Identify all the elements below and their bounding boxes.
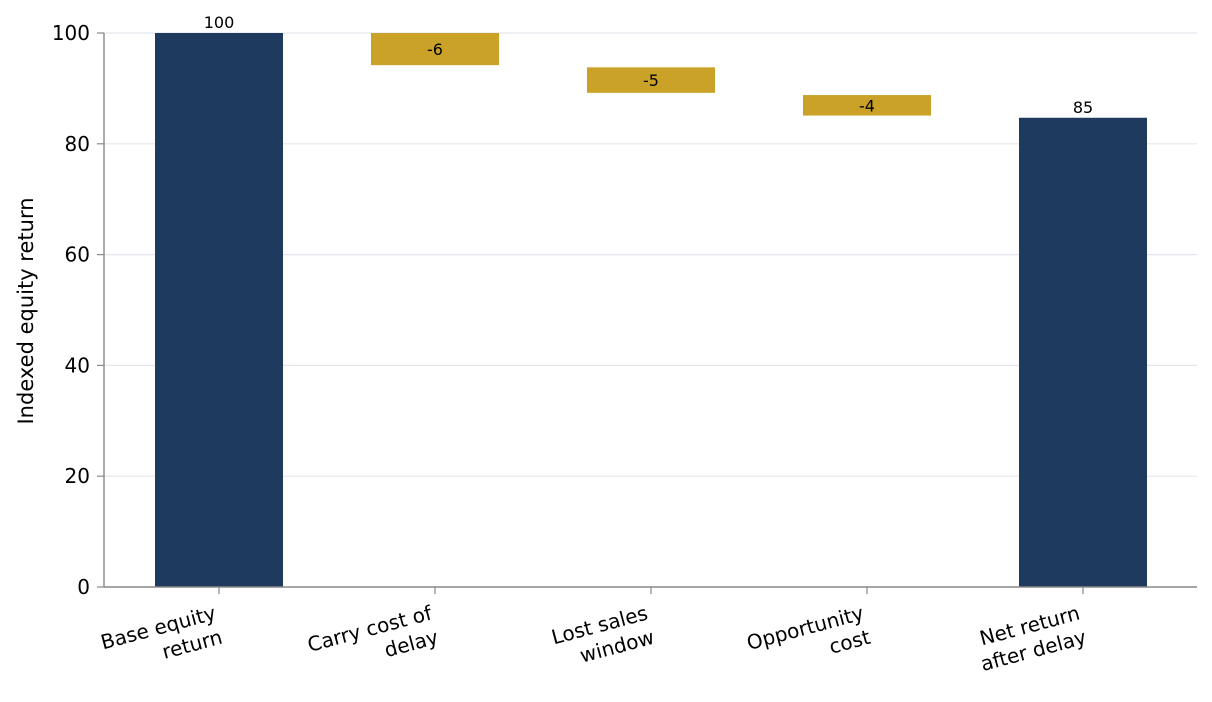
y-tick-label: 60 (65, 243, 90, 267)
bar-delta (803, 95, 931, 116)
y-tick-label: 20 (65, 464, 90, 488)
x-tick-label: Net returnafter delay (971, 601, 1088, 676)
y-axis-title: Indexed equity return (14, 197, 38, 424)
bars: 100 -6 -5 -4 85 (155, 13, 1147, 588)
y-tick-label: 100 (52, 21, 90, 45)
bar-total (155, 33, 283, 587)
y-tick-label: 80 (65, 132, 90, 156)
bar-delta (371, 33, 499, 66)
x-tick-label: Opportunitycost (744, 601, 873, 679)
bar-total (1019, 117, 1147, 588)
y-tick-label: 40 (65, 353, 90, 377)
data-label: -4 (859, 96, 875, 115)
bar-delta (587, 67, 715, 93)
grid-lines (104, 32, 1197, 477)
x-tick-label: Base equityreturn (98, 601, 225, 679)
data-label: 85 (1073, 98, 1093, 117)
x-tick-label: Lost saleswindow (549, 601, 657, 674)
data-label: 100 (204, 13, 235, 32)
data-label: -6 (427, 40, 443, 59)
x-tick-label: Carry cost ofdelay (305, 600, 442, 681)
data-label: -5 (643, 71, 659, 90)
y-tick-label: 0 (77, 575, 90, 599)
